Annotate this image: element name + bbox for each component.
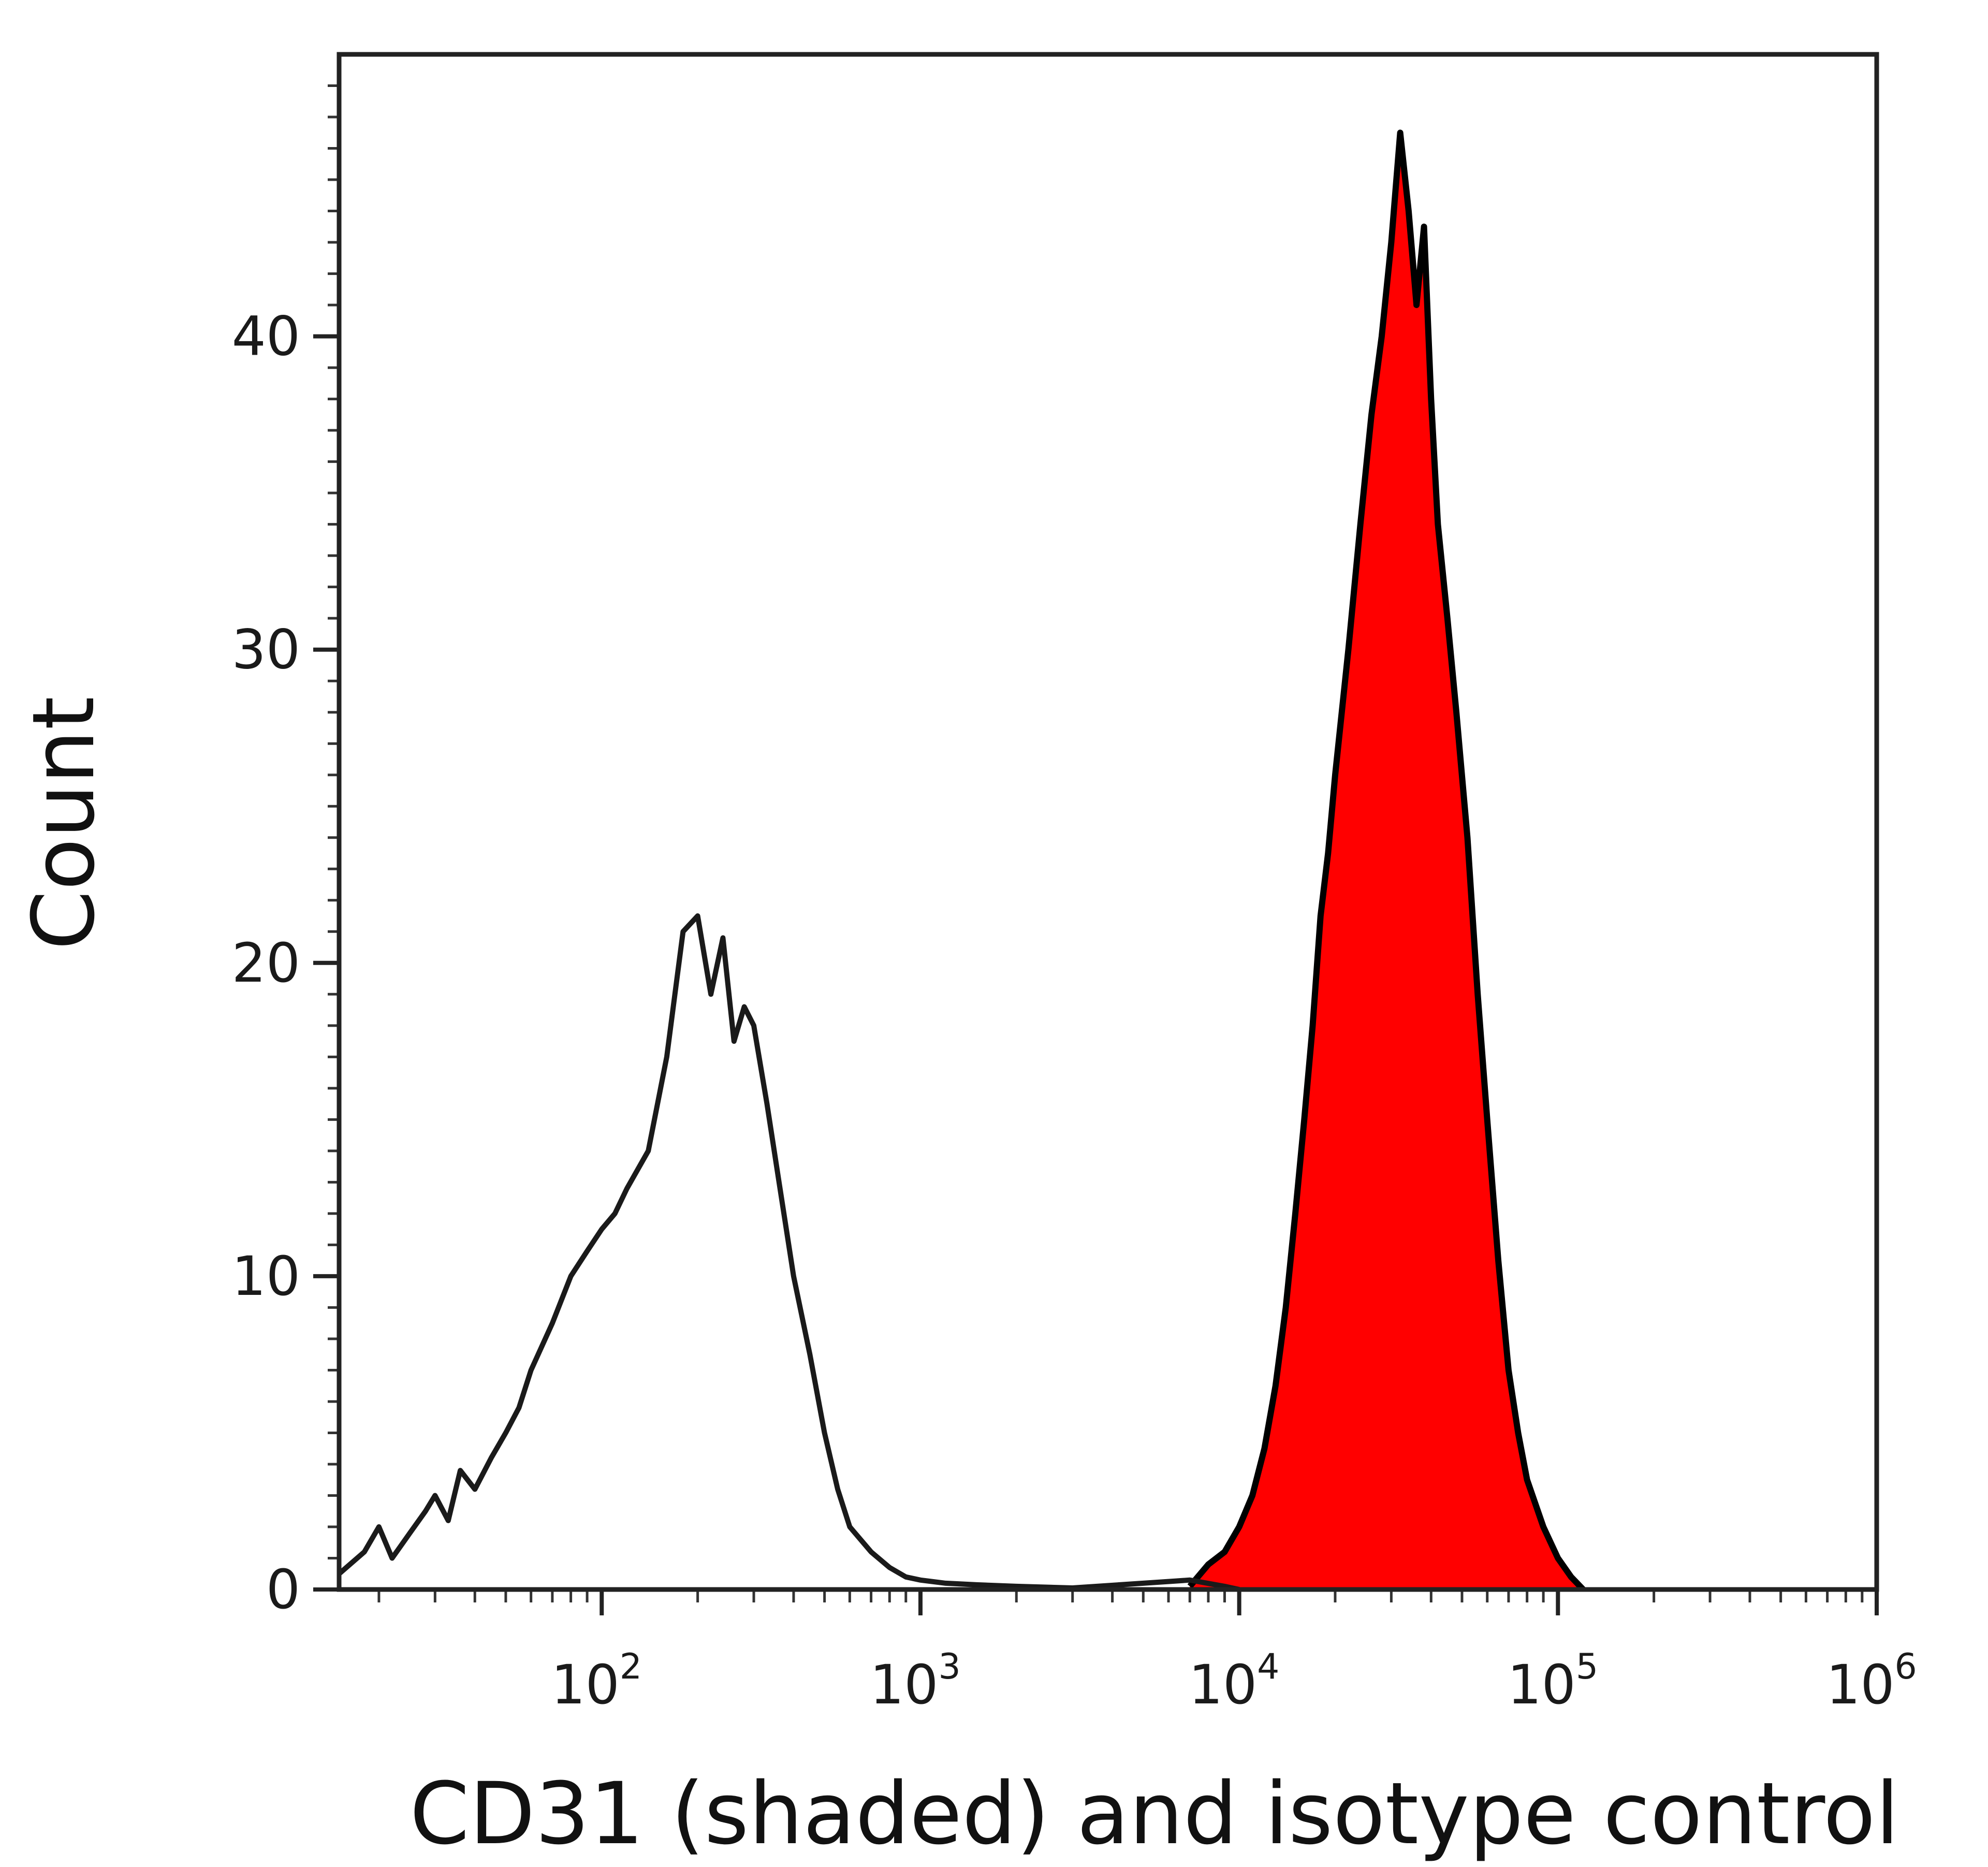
y-tick-label: 0 <box>266 1558 300 1621</box>
isotype-control-histogram-line <box>337 913 1240 1592</box>
y-axis-ticks: 0 10 20 30 40 <box>232 305 339 1621</box>
plot-frame <box>337 52 1879 1592</box>
y-tick-label: 30 <box>232 618 300 681</box>
x-tick-label: 104 <box>1189 1646 1280 1716</box>
x-tick-label: 102 <box>551 1646 642 1716</box>
y-tick-label: 10 <box>232 1245 300 1308</box>
x-tick-label: 105 <box>1508 1646 1599 1716</box>
x-axis-title: CD31 (shaded) and isotype control <box>410 1764 1899 1863</box>
y-axis-title: Count <box>14 696 113 950</box>
y-tick-label: 20 <box>232 931 300 995</box>
x-axis-ticks: 102 103 104 105 106 <box>551 1589 1917 1716</box>
cd31-histogram-outline <box>1187 129 1586 1592</box>
y-tick-label: 40 <box>232 305 300 368</box>
x-tick-label: 106 <box>1826 1646 1917 1716</box>
cd31-shaded-histogram <box>1190 133 1584 1589</box>
plot-area <box>337 129 1586 1592</box>
x-tick-label: 103 <box>870 1646 961 1716</box>
